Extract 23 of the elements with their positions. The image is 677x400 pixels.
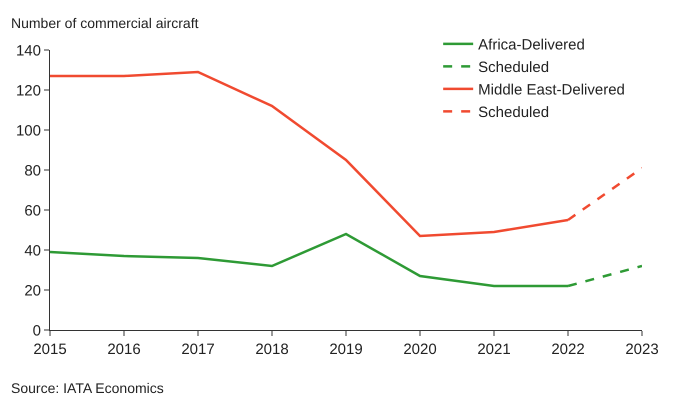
legend-label: Middle East-Delivered bbox=[478, 82, 625, 99]
legend-label: Scheduled bbox=[478, 104, 550, 122]
x-tick-label: 2021 bbox=[477, 341, 511, 358]
y-tick-label: 140 bbox=[16, 42, 41, 60]
x-tick-label: 2022 bbox=[551, 341, 585, 358]
y-tick-label: 80 bbox=[24, 162, 41, 180]
y-tick-label: 40 bbox=[24, 242, 41, 260]
y-tick-label: 20 bbox=[24, 282, 41, 300]
x-tick-label: 2016 bbox=[107, 341, 141, 358]
x-tick-label: 2018 bbox=[255, 341, 289, 358]
y-tick-label: 60 bbox=[24, 202, 41, 220]
x-tick-label: 2020 bbox=[403, 341, 437, 358]
x-tick-label: 2017 bbox=[181, 341, 215, 358]
y-tick-label: 0 bbox=[32, 322, 41, 340]
y-tick-label: 100 bbox=[16, 122, 41, 140]
legend-label: Africa-Delivered bbox=[478, 36, 585, 54]
x-tick-label: 2023 bbox=[625, 341, 659, 358]
x-tick-label: 2019 bbox=[329, 341, 363, 358]
y-axis-title: Number of commercial aircraft bbox=[11, 15, 199, 31]
legend-label: Scheduled bbox=[478, 59, 550, 76]
source-note: Source: IATA Economics bbox=[11, 380, 164, 396]
x-tick-label: 2015 bbox=[33, 341, 67, 358]
y-tick-label: 120 bbox=[16, 82, 41, 100]
